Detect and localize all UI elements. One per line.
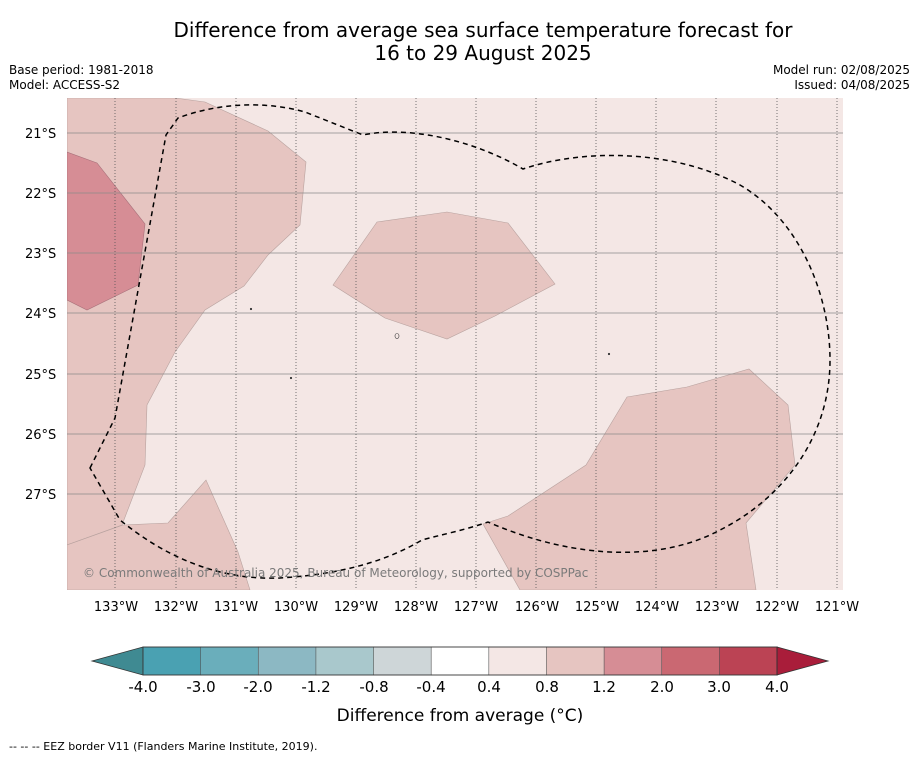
colorbar-tick: 1.2 [592,678,616,696]
colorbar-tick-labels: -4.0 -3.0 -2.0 -1.2 -0.8 -0.4 0.4 0.8 1.… [128,678,789,696]
colorbar-swatch [200,646,260,676]
colorbar-tick: -0.8 [359,678,388,696]
colorbar-label: Difference from average (°C) [337,706,584,726]
eez-border [89,104,831,579]
island-marker [289,376,293,380]
lon-label: 124°W [635,600,679,615]
longitude-labels: 133°W 132°W 131°W 130°W 129°W 128°W 127°… [94,600,859,615]
lat-label: 23°S [25,247,56,262]
sst-anomaly-region-southeast [482,368,796,590]
model-name: Model: ACCESS-S2 [9,78,121,92]
colorbar-over-triangle [776,646,830,676]
colorbar-swatch [488,646,548,676]
island-marker [249,307,253,311]
lon-label: 133°W [94,600,138,615]
base-period: Base period: 1981-2018 [9,63,154,77]
lat-label: 22°S [25,187,56,202]
lon-label: 128°W [394,600,438,615]
colorbar-tick: 0.8 [535,678,559,696]
model-run: Model run: 02/08/2025 [772,63,910,77]
island-marker [607,352,611,356]
colorbar-swatch [546,646,605,676]
colorbar-tick: -1.2 [301,678,330,696]
sst-anomaly-region-central [332,211,556,340]
lat-label: 21°S [25,127,56,142]
colorbar-tick: -3.0 [186,678,215,696]
island-marker [394,333,400,339]
lon-label: 131°W [214,600,258,615]
colorbar-tick: 0.4 [477,678,501,696]
colorbar-tick: -4.0 [128,678,157,696]
colorbar-under-triangle [90,646,144,676]
copyright-notice: © Commonwealth of Australia 2025, Bureau… [83,566,588,580]
colorbar-swatch [142,646,202,676]
colorbar-tick: 3.0 [707,678,731,696]
colorbar-tick: 2.0 [650,678,674,696]
lat-label: 26°S [25,428,56,443]
lon-label: 121°W [815,600,859,615]
colorbar-swatch [603,646,663,676]
colorbar-tick: -0.4 [416,678,445,696]
map-title-line1: Difference from average sea surface temp… [173,18,793,42]
lon-label: 132°W [154,600,198,615]
sst-anomaly-region-high [67,151,146,311]
islands [249,307,611,380]
lon-label: 125°W [575,600,619,615]
lon-label: 123°W [695,600,739,615]
colorbar-tick: -2.0 [243,678,272,696]
map-title-line2: 16 to 29 August 2025 [374,41,592,65]
longitude-gridlines [114,98,838,590]
colorbar-swatch [373,646,432,676]
colorbar-swatches [142,646,778,676]
lat-label: 27°S [25,488,56,503]
lon-label: 129°W [334,600,378,615]
colorbar-swatch [661,646,721,676]
colorbar-swatch [719,646,778,676]
issued-date: Issued: 04/08/2025 [794,78,910,92]
map-panel: © Commonwealth of Australia 2025, Bureau… [67,98,843,590]
colorbar-swatch [315,646,375,676]
lon-label: 126°W [515,600,559,615]
lon-label: 122°W [755,600,799,615]
lat-label: 25°S [25,368,56,383]
lat-label: 24°S [25,307,56,322]
sst-anomaly-region-southwest [67,479,251,590]
lon-label: 127°W [454,600,498,615]
colorbar-tick: 4.0 [765,678,789,696]
colorbar-swatch [430,646,490,676]
colorbar: -4.0 -3.0 -2.0 -1.2 -0.8 -0.4 0.4 0.8 1.… [90,646,830,726]
colorbar-outline [142,646,778,676]
lon-label: 130°W [274,600,318,615]
colorbar-swatch [257,646,317,676]
latitude-labels: 21°S 22°S 23°S 24°S 25°S 26°S 27°S [25,127,56,503]
latitude-gridlines [67,132,843,495]
eez-footnote: -- -- -- EEZ border V11 (Flanders Marine… [9,740,318,753]
